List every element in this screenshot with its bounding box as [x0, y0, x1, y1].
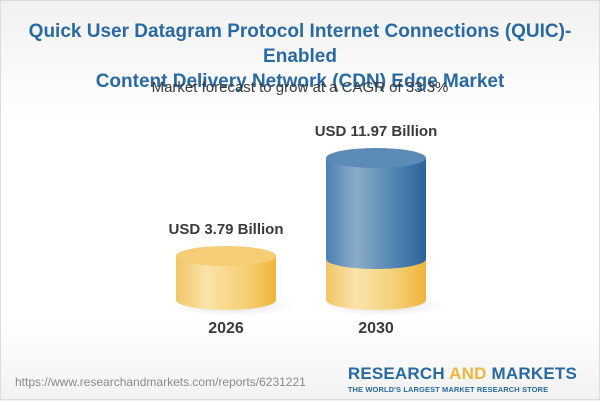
- chart-title-line2: Content Delivery Network (CDN) Edge Mark…: [95, 71, 505, 92]
- bar-value-label-2030: USD 11.97 Billion: [314, 123, 438, 140]
- bar-2030: [321, 148, 445, 316]
- brand-logo: RESEARCH AND MARKETS THE WORLD'S LARGEST…: [347, 365, 577, 395]
- chart-title: Quick User Datagram Protocol Internet Co…: [1, 19, 599, 94]
- brand-tagline: THE WORLD'S LARGEST MARKET RESEARCH STOR…: [347, 385, 549, 394]
- x-label-2030: 2030: [358, 320, 394, 337]
- bar-2026: [171, 246, 295, 316]
- source-url[interactable]: https://www.researchandmarkets.com/repor…: [15, 375, 306, 389]
- brand-research: RESEARCH: [347, 364, 445, 383]
- x-label-2026: 2026: [208, 320, 244, 337]
- bar-value-label-2026: USD 3.79 Billion: [168, 221, 284, 238]
- brand-and: AND: [449, 364, 487, 383]
- chart-subtitle: Market forecast to grow at a CAGR of 33.…: [151, 79, 449, 96]
- brand-name: RESEARCH AND MARKETS: [348, 365, 577, 383]
- chart-title-line1: Quick User Datagram Protocol Internet Co…: [28, 21, 572, 67]
- brand-markets: MARKETS: [491, 364, 577, 383]
